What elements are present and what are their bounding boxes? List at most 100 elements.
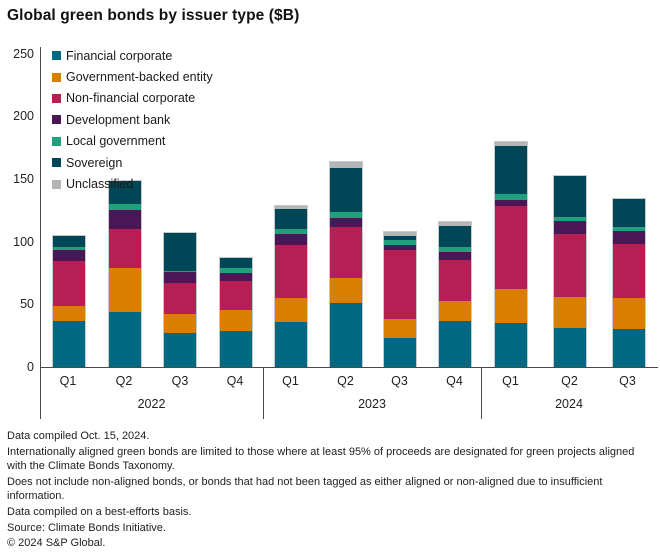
- bar-segment-government-backed-entity: [109, 268, 141, 312]
- bar-q2-2024: [553, 175, 587, 367]
- bar-segment-development-bank: [275, 234, 307, 245]
- bar-segment-non-financial-corporate: [275, 245, 307, 298]
- legend-label: Government-backed entity: [66, 70, 213, 85]
- bar-q4-2022: [219, 257, 253, 367]
- bar-segment-financial-corporate: [554, 328, 586, 367]
- bar-segment-financial-corporate: [53, 321, 85, 367]
- bar-segment-development-bank: [439, 252, 471, 260]
- bar-q1-2023: [274, 205, 308, 367]
- year-label-2024: 2024: [555, 397, 583, 411]
- chart: 0 50 100 150 200 250 Financial corporate Gover…: [13, 45, 658, 419]
- footnote-line: Data compiled on a best-efforts basis.: [7, 505, 192, 518]
- copyright-line: © 2024 S&P Global.: [7, 537, 106, 550]
- legend-swatch-icon: [52, 93, 61, 103]
- bar-segment-government-backed-entity: [330, 278, 362, 303]
- y-tick-label: 150: [13, 171, 34, 186]
- legend-swatch-icon: [52, 179, 61, 189]
- bar-segment-government-backed-entity: [495, 289, 527, 323]
- x-label-q4-2023: Q4: [446, 374, 463, 388]
- x-axis: Q1 Q2 Q3 Q4 2022 Q1 Q2 Q3 Q4 2023 Q1 Q2 Q3 2024: [40, 368, 657, 419]
- legend-label: Sovereign: [66, 155, 123, 170]
- legend-item-government-backed-entity: Government-backed entity: [52, 66, 213, 87]
- x-label-q4-2022: Q4: [226, 374, 244, 388]
- legend-swatch-icon: [52, 158, 61, 168]
- bar-segment-sovereign: [220, 258, 252, 268]
- legend-item-unclassified: Unclassified: [52, 173, 213, 194]
- legend: Financial corporate Government-backed ent…: [52, 45, 213, 195]
- x-label-q3-2022: Q3: [171, 374, 189, 388]
- bar-segment-financial-corporate: [164, 333, 196, 367]
- y-tick-label: 0: [27, 360, 34, 374]
- y-tick-label: 250: [13, 46, 34, 61]
- year-separator: [40, 368, 41, 419]
- y-tick-label: 50: [20, 297, 34, 312]
- bar-segment-government-backed-entity: [439, 301, 471, 321]
- bar-segment-non-financial-corporate: [439, 260, 471, 301]
- legend-label: Development bank: [66, 112, 171, 127]
- footnote-line: Data compiled Oct. 15, 2024.: [7, 430, 150, 442]
- bar-segment-sovereign: [53, 236, 85, 247]
- bar-segment-non-financial-corporate: [495, 206, 527, 289]
- bar-segment-development-bank: [53, 250, 85, 261]
- bar-segment-financial-corporate: [439, 321, 471, 367]
- y-tick-label: 200: [13, 109, 34, 124]
- bar-segment-sovereign: [164, 233, 196, 271]
- legend-item-local-government: Local government: [52, 131, 213, 152]
- bar-segment-local-government: [275, 229, 307, 234]
- bar-segment-non-financial-corporate: [330, 227, 362, 278]
- legend-swatch-icon: [52, 72, 61, 82]
- footnote-line: Does not include non-aligned bonds, or b…: [7, 475, 603, 503]
- bar-segment-sovereign: [439, 226, 471, 247]
- bar-q3-2023: [383, 231, 417, 367]
- bar-segment-development-bank: [220, 273, 252, 281]
- year-label-2022: 2022: [137, 397, 166, 411]
- bar-segment-development-bank: [164, 272, 196, 283]
- year-label-2023: 2023: [358, 397, 386, 411]
- bar-segment-development-bank: [495, 200, 527, 206]
- bar-segment-sovereign: [109, 181, 141, 204]
- x-label-q1-2024: Q1: [502, 374, 519, 388]
- bar-segment-local-government: [613, 227, 645, 231]
- plot-area: [40, 47, 658, 368]
- bar-q4-2023: [438, 221, 472, 367]
- bar-segment-financial-corporate: [330, 303, 362, 367]
- bar-segment-unclassified: [439, 222, 471, 226]
- legend-item-non-financial-corporate: Non-financial corporate: [52, 88, 213, 109]
- bar-segment-non-financial-corporate: [554, 234, 586, 297]
- page-title: Global green bonds by issuer type ($B): [7, 7, 300, 24]
- legend-item-financial-corporate: Financial corporate: [52, 45, 213, 66]
- legend-label: Non-financial corporate: [66, 91, 196, 106]
- bar-segment-government-backed-entity: [53, 306, 85, 321]
- bar-segment-development-bank: [384, 245, 416, 250]
- bar-segment-non-financial-corporate: [384, 250, 416, 319]
- bar-segment-local-government: [384, 240, 416, 245]
- legend-item-development-bank: Development bank: [52, 109, 213, 130]
- legend-label: Financial corporate: [66, 48, 173, 63]
- legend-swatch-icon: [52, 115, 61, 125]
- source-line: Source: Climate Bonds Initiative.: [7, 521, 166, 534]
- bar-segment-local-government: [439, 247, 471, 252]
- bar-segment-unclassified: [330, 162, 362, 168]
- bar-segment-financial-corporate: [220, 331, 252, 367]
- bar-segment-sovereign: [275, 209, 307, 229]
- bar-segment-government-backed-entity: [613, 298, 645, 329]
- bar-q3-2022: [163, 232, 197, 367]
- bar-segment-local-government: [164, 271, 196, 272]
- bar-segment-local-government: [330, 212, 362, 218]
- bar-segment-development-bank: [613, 231, 645, 244]
- year-separator: [481, 368, 482, 419]
- bar-segment-financial-corporate: [109, 312, 141, 367]
- x-label-q3-2023: Q3: [391, 374, 408, 388]
- bar-segment-unclassified: [275, 206, 307, 209]
- bar-segment-non-financial-corporate: [164, 283, 196, 314]
- bar-segment-non-financial-corporate: [613, 244, 645, 298]
- legend-item-sovereign: Sovereign: [52, 152, 213, 173]
- x-label-q2-2023: Q2: [337, 374, 354, 388]
- legend-swatch-icon: [52, 51, 61, 61]
- bar-segment-development-bank: [109, 210, 141, 229]
- x-label-q1-2022: Q1: [59, 374, 77, 388]
- bar-segment-local-government: [109, 204, 141, 210]
- year-separator: [263, 368, 264, 419]
- bar-q1-2022: [52, 235, 86, 367]
